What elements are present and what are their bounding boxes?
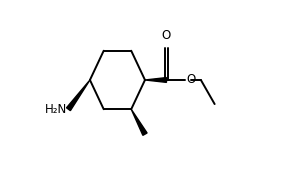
Text: O: O bbox=[186, 73, 195, 86]
Text: H₂N: H₂N bbox=[45, 103, 68, 116]
Polygon shape bbox=[66, 80, 90, 111]
Polygon shape bbox=[131, 109, 147, 135]
Polygon shape bbox=[145, 78, 166, 82]
Text: O: O bbox=[162, 29, 171, 42]
